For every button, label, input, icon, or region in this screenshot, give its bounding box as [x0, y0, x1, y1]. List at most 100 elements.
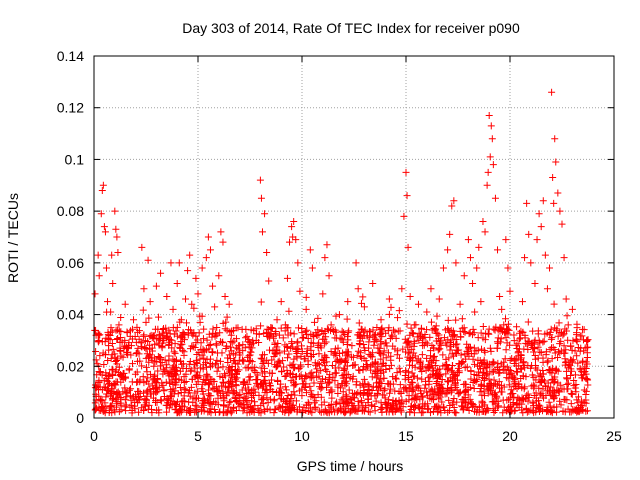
data-point — [257, 396, 265, 404]
data-point — [285, 350, 293, 358]
data-point — [525, 230, 533, 238]
data-point — [557, 401, 565, 409]
data-point — [450, 331, 458, 339]
data-point — [428, 359, 436, 367]
data-point — [341, 409, 349, 417]
data-point — [257, 354, 265, 362]
data-point — [448, 202, 456, 210]
data-point — [307, 346, 315, 354]
data-point — [144, 256, 152, 264]
data-point — [217, 228, 225, 236]
data-point — [225, 351, 233, 359]
data-point — [403, 320, 411, 328]
data-point — [125, 365, 133, 373]
data-point — [365, 344, 373, 352]
data-point — [124, 351, 132, 359]
data-point — [378, 408, 386, 416]
data-point — [513, 323, 521, 331]
data-point — [550, 300, 558, 308]
data-point — [458, 315, 466, 323]
data-point — [168, 392, 176, 400]
data-point — [117, 313, 125, 321]
data-point — [433, 312, 441, 320]
data-point — [115, 327, 123, 335]
data-point — [360, 375, 368, 383]
data-point — [461, 350, 469, 358]
data-point — [140, 406, 148, 414]
data-point — [138, 243, 146, 251]
data-point — [236, 342, 244, 350]
data-point — [495, 369, 503, 377]
data-point — [208, 333, 216, 341]
data-point — [168, 376, 176, 384]
data-point — [388, 331, 396, 339]
data-point — [157, 397, 165, 405]
data-point — [138, 362, 146, 370]
data-point — [540, 394, 548, 402]
data-point — [487, 347, 495, 355]
data-point — [558, 220, 566, 228]
data-point — [282, 386, 290, 394]
data-point — [321, 353, 329, 361]
data-point — [282, 399, 290, 407]
data-point — [207, 363, 215, 371]
data-point — [435, 389, 443, 397]
data-point — [327, 321, 335, 329]
data-point — [265, 277, 273, 285]
data-point — [465, 352, 473, 360]
data-point — [198, 385, 206, 393]
data-point — [225, 300, 233, 308]
data-point — [404, 368, 412, 376]
data-point — [290, 330, 298, 338]
data-point — [304, 398, 312, 406]
data-point — [477, 329, 485, 337]
data-point — [243, 397, 251, 405]
data-point — [543, 285, 551, 293]
y-tick-label: 0.1 — [65, 151, 85, 167]
data-point — [368, 401, 376, 409]
data-point — [105, 379, 113, 387]
data-point — [503, 363, 511, 371]
data-point — [242, 389, 250, 397]
data-point — [501, 329, 509, 337]
data-point — [461, 393, 469, 401]
data-point — [475, 368, 483, 376]
data-point — [157, 355, 165, 363]
data-point — [102, 393, 110, 401]
data-point — [482, 330, 490, 338]
x-tick-label: 10 — [294, 428, 310, 444]
data-point — [207, 392, 215, 400]
data-point — [482, 370, 490, 378]
data-point — [505, 406, 513, 414]
data-point — [277, 389, 285, 397]
data-point — [509, 372, 517, 380]
data-point — [435, 335, 443, 343]
data-point — [471, 308, 479, 316]
data-point — [323, 325, 331, 333]
data-point — [222, 392, 230, 400]
data-point — [425, 405, 433, 413]
data-point — [135, 396, 143, 404]
data-point — [146, 298, 154, 306]
data-point — [505, 381, 513, 389]
data-point — [121, 300, 129, 308]
data-point — [418, 351, 426, 359]
data-point — [219, 238, 227, 246]
data-point — [548, 88, 556, 96]
data-point — [109, 396, 117, 404]
data-point — [418, 367, 426, 375]
data-point — [167, 386, 175, 394]
data-point — [115, 321, 123, 329]
data-point — [554, 189, 562, 197]
data-point — [166, 369, 174, 377]
data-point — [260, 406, 268, 414]
data-point — [211, 303, 219, 311]
data-point — [233, 389, 241, 397]
data-point — [360, 303, 368, 311]
data-point — [142, 363, 150, 371]
data-point — [117, 393, 125, 401]
data-point — [573, 329, 581, 337]
data-point — [435, 381, 443, 389]
data-point — [204, 386, 212, 394]
data-point — [257, 194, 265, 202]
